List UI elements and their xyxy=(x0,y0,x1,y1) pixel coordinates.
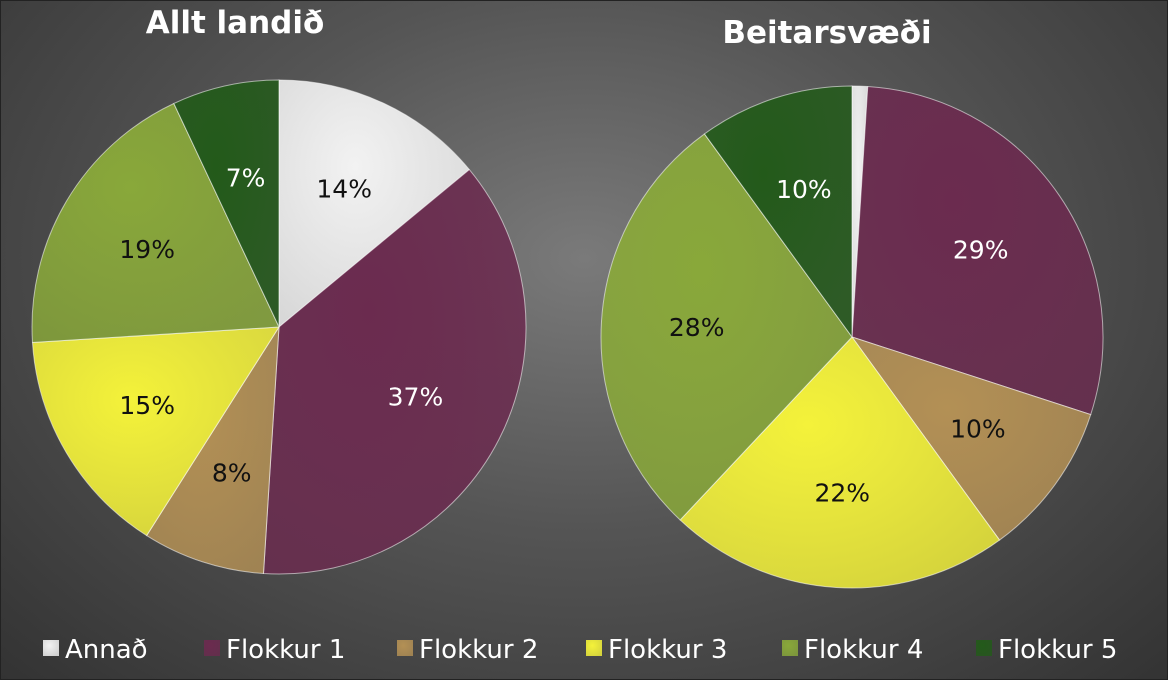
data-label-flokkur-1: 37% xyxy=(388,383,444,412)
pie-slice-flokkur-2 xyxy=(145,326,280,575)
chart-title-allt-landid: Allt landið xyxy=(146,5,325,41)
legend-item-flokkur-2: Flokkur 2 xyxy=(397,635,538,665)
legend-label-flokkur-5: Flokkur 5 xyxy=(998,635,1117,665)
legend-item-flokkur-5: Flokkur 5 xyxy=(976,635,1117,665)
legend-label-flokkur-1: Flokkur 1 xyxy=(226,635,345,665)
legend-label-flokkur-2: Flokkur 2 xyxy=(419,635,538,665)
legend-item-flokkur-3: Flokkur 3 xyxy=(586,635,727,665)
pie-slice-flokkur-5 xyxy=(703,85,853,339)
legend-label-flokkur-3: Flokkur 3 xyxy=(608,635,727,665)
legend-item-flokkur-4: Flokkur 4 xyxy=(782,635,923,665)
pie-slice-flokkur-4 xyxy=(31,102,280,344)
data-label-flokkur-2: 10% xyxy=(950,414,1006,443)
pie-slice-flokkur-2 xyxy=(850,336,1092,541)
legend-item-flokkur-1: Flokkur 1 xyxy=(204,635,345,665)
data-label-flokkur-4: 19% xyxy=(119,235,175,264)
data-label-flokkur-3: 22% xyxy=(814,478,870,507)
legend-swatch-flokkur-3 xyxy=(586,640,602,656)
pie-slice-flokkur-1 xyxy=(262,168,527,575)
data-label-flokkur-1: 29% xyxy=(953,236,1009,265)
pie-slice-flokkur-3 xyxy=(31,326,280,537)
legend-swatch-flokkur-2 xyxy=(397,640,413,656)
data-label-flokkur-4: 28% xyxy=(669,313,725,342)
pie-allt-landid: 14% 37% 8% 15% 19% 7% xyxy=(31,79,527,575)
legend-item-annad: Annað xyxy=(43,635,148,665)
legend-swatch-annad xyxy=(43,640,59,656)
pie-slice-flokkur-3 xyxy=(679,336,1001,589)
pie-slice-flokkur-4 xyxy=(600,133,853,521)
data-label-flokkur-3: 15% xyxy=(119,391,175,420)
legend-label-flokkur-4: Flokkur 4 xyxy=(804,635,923,665)
data-label-flokkur-5: 10% xyxy=(776,175,832,204)
chart-title-beitarsvaedi: Beitarsvæði xyxy=(722,15,931,51)
pie-slice-annad xyxy=(278,79,471,329)
data-label-flokkur-2: 8% xyxy=(212,459,252,488)
pie-slice-flokkur-1 xyxy=(851,85,1104,416)
pie-slice-flokkur-5 xyxy=(173,79,280,328)
legend-swatch-flokkur-5 xyxy=(976,640,992,656)
legend-swatch-flokkur-1 xyxy=(204,640,220,656)
data-label-annad: 14% xyxy=(316,174,372,203)
pie-beitarsvaedi: 29% 10% 22% 28% 10% xyxy=(600,85,1104,589)
legend-swatch-flokkur-4 xyxy=(782,640,798,656)
data-label-flokkur-5: 7% xyxy=(226,164,266,193)
legend: Annað Flokkur 1 Flokkur 2 Flokkur 3 Flokkur … xyxy=(43,635,1117,665)
legend-label-annad: Annað xyxy=(65,635,148,665)
